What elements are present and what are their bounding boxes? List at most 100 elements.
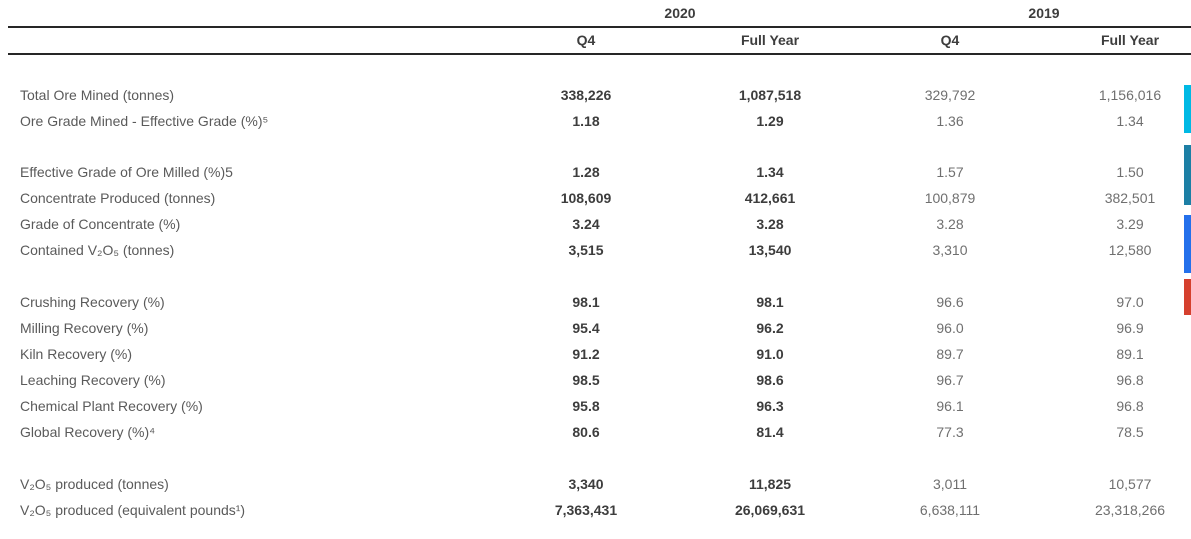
value-2020-q4: 95.8 bbox=[572, 398, 600, 414]
value-2020-full-year: 96.2 bbox=[756, 320, 784, 336]
value-2019-q4: 100,879 bbox=[924, 190, 976, 206]
row-label: Kiln Recovery (%) bbox=[20, 346, 133, 362]
row-label: V₂O₅ produced (equivalent pounds¹) bbox=[20, 502, 246, 518]
year-header-spacer bbox=[0, 0, 496, 27]
row-label: Grade of Concentrate (%) bbox=[20, 216, 181, 232]
side-indicator-teal bbox=[1184, 145, 1191, 205]
table-row: Concentrate Produced (tonnes) 108,609 41… bbox=[0, 185, 1191, 211]
table-row: Total Ore Mined (tonnes) 338,226 1,087,5… bbox=[0, 82, 1191, 108]
value-2020-full-year: 96.3 bbox=[756, 398, 784, 414]
value-2019-q4: 96.7 bbox=[936, 372, 964, 388]
value-2019-full-year: 89.1 bbox=[1116, 346, 1144, 362]
table-row: Chemical Plant Recovery (%) 95.8 96.3 96… bbox=[0, 393, 1191, 419]
value-2020-q4: 3,515 bbox=[568, 242, 604, 258]
value-2019-full-year: 12,580 bbox=[1108, 242, 1152, 258]
value-2019-q4: 1.36 bbox=[936, 113, 964, 129]
row-label: Leaching Recovery (%) bbox=[20, 372, 166, 388]
value-2020-q4: 7,363,431 bbox=[554, 502, 618, 518]
value-2020-full-year: 81.4 bbox=[756, 424, 784, 440]
column-header-2020-full-year: Full Year bbox=[740, 32, 800, 48]
row-label: Ore Grade Mined - Effective Grade (%)⁵ bbox=[20, 113, 269, 129]
value-2019-q4: 96.1 bbox=[936, 398, 964, 414]
value-2020-full-year: 91.0 bbox=[756, 346, 784, 362]
value-2019-full-year: 78.5 bbox=[1116, 424, 1144, 440]
value-2019-full-year: 10,577 bbox=[1108, 476, 1152, 492]
row-label: Total Ore Mined (tonnes) bbox=[20, 87, 175, 103]
row-label: Crushing Recovery (%) bbox=[20, 294, 165, 310]
value-2019-q4: 77.3 bbox=[936, 424, 964, 440]
table-group-recovery: Crushing Recovery (%) 98.1 98.1 96.6 97.… bbox=[0, 289, 1191, 445]
value-2019-full-year: 1,156,016 bbox=[1098, 87, 1162, 103]
header-rule-top bbox=[8, 26, 1191, 28]
table-row: V₂O₅ produced (equivalent pounds¹) 7,363… bbox=[0, 497, 1191, 523]
value-2020-q4: 108,609 bbox=[560, 190, 612, 206]
row-label: V₂O₅ produced (tonnes) bbox=[20, 476, 169, 492]
row-label: Concentrate Produced (tonnes) bbox=[20, 190, 216, 206]
value-2019-q4: 1.57 bbox=[936, 164, 964, 180]
year-header-row: 2020 2019 bbox=[0, 0, 1191, 27]
value-2020-full-year: 26,069,631 bbox=[734, 502, 806, 518]
table-group-concentrate: Effective Grade of Ore Milled (%)5 1.28 … bbox=[0, 159, 1191, 263]
column-header-2020-q4: Q4 bbox=[576, 32, 596, 48]
row-label: Effective Grade of Ore Milled (%)5 bbox=[20, 164, 233, 180]
table-row: Ore Grade Mined - Effective Grade (%)⁵ 1… bbox=[0, 108, 1191, 134]
value-2020-q4: 91.2 bbox=[572, 346, 600, 362]
value-2020-full-year: 98.1 bbox=[756, 294, 784, 310]
row-label: Global Recovery (%)⁴ bbox=[20, 424, 156, 440]
value-2019-q4: 3.28 bbox=[936, 216, 964, 232]
table-group-produced: V₂O₅ produced (tonnes) 3,340 11,825 3,01… bbox=[0, 471, 1191, 523]
value-2019-q4: 329,792 bbox=[924, 87, 976, 103]
table-group-mined: Total Ore Mined (tonnes) 338,226 1,087,5… bbox=[0, 82, 1191, 134]
table-row: Milling Recovery (%) 95.4 96.2 96.0 96.9 bbox=[0, 315, 1191, 341]
table-row: V₂O₅ produced (tonnes) 3,340 11,825 3,01… bbox=[0, 471, 1191, 497]
value-2019-full-year: 1.50 bbox=[1116, 164, 1144, 180]
value-2019-full-year: 96.8 bbox=[1116, 398, 1144, 414]
value-2020-full-year: 1.29 bbox=[756, 113, 784, 129]
value-2020-full-year: 98.6 bbox=[756, 372, 784, 388]
value-2020-q4: 1.18 bbox=[572, 113, 600, 129]
header-rule-bottom bbox=[8, 53, 1191, 55]
value-2020-full-year: 13,540 bbox=[748, 242, 792, 258]
value-2019-full-year: 23,318,266 bbox=[1094, 502, 1166, 518]
side-indicator-red bbox=[1184, 279, 1191, 315]
value-2020-full-year: 3.28 bbox=[756, 216, 784, 232]
value-2019-q4: 96.6 bbox=[936, 294, 964, 310]
value-2020-q4: 1.28 bbox=[572, 164, 600, 180]
year-group-2019: 2019 bbox=[1028, 5, 1060, 21]
table-row: Crushing Recovery (%) 98.1 98.1 96.6 97.… bbox=[0, 289, 1191, 315]
value-2019-q4: 3,310 bbox=[932, 242, 968, 258]
row-label: Chemical Plant Recovery (%) bbox=[20, 398, 203, 414]
table-row: Leaching Recovery (%) 98.5 98.6 96.7 96.… bbox=[0, 367, 1191, 393]
row-label: Milling Recovery (%) bbox=[20, 320, 149, 336]
value-2020-full-year: 412,661 bbox=[744, 190, 796, 206]
side-indicator-cyan bbox=[1184, 85, 1191, 133]
value-2020-q4: 98.5 bbox=[572, 372, 600, 388]
value-2020-full-year: 11,825 bbox=[748, 476, 792, 492]
table-row: Contained V₂O₅ (tonnes) 3,515 13,540 3,3… bbox=[0, 237, 1191, 263]
side-indicator-blue bbox=[1184, 215, 1191, 273]
table-row: Global Recovery (%)⁴ 80.6 81.4 77.3 78.5 bbox=[0, 419, 1191, 445]
value-2020-q4: 3.24 bbox=[572, 216, 600, 232]
value-2020-q4: 3,340 bbox=[568, 476, 604, 492]
value-2019-full-year: 96.8 bbox=[1116, 372, 1144, 388]
value-2019-q4: 3,011 bbox=[933, 476, 967, 492]
column-header-2019-full-year: Full Year bbox=[1100, 32, 1160, 48]
value-2019-full-year: 1.34 bbox=[1116, 113, 1144, 129]
value-2020-q4: 338,226 bbox=[560, 87, 612, 103]
table-row: Kiln Recovery (%) 91.2 91.0 89.7 89.1 bbox=[0, 341, 1191, 367]
column-header-row: Q4 Full Year Q4 Full Year bbox=[0, 27, 1191, 54]
value-2020-q4: 98.1 bbox=[572, 294, 600, 310]
value-2019-q4: 89.7 bbox=[936, 346, 964, 362]
value-2019-full-year: 382,501 bbox=[1104, 190, 1156, 206]
value-2020-full-year: 1.34 bbox=[756, 164, 784, 180]
row-label: Contained V₂O₅ (tonnes) bbox=[20, 242, 175, 258]
value-2019-q4: 96.0 bbox=[936, 320, 964, 336]
value-2020-q4: 95.4 bbox=[572, 320, 600, 336]
value-2020-q4: 80.6 bbox=[572, 424, 600, 440]
value-2019-full-year: 97.0 bbox=[1116, 294, 1144, 310]
value-2019-q4: 6,638,111 bbox=[919, 502, 981, 518]
value-2019-full-year: 3.29 bbox=[1116, 216, 1144, 232]
value-2020-full-year: 1,087,518 bbox=[738, 87, 802, 103]
value-2019-full-year: 96.9 bbox=[1116, 320, 1144, 336]
column-header-2019-q4: Q4 bbox=[940, 32, 960, 48]
